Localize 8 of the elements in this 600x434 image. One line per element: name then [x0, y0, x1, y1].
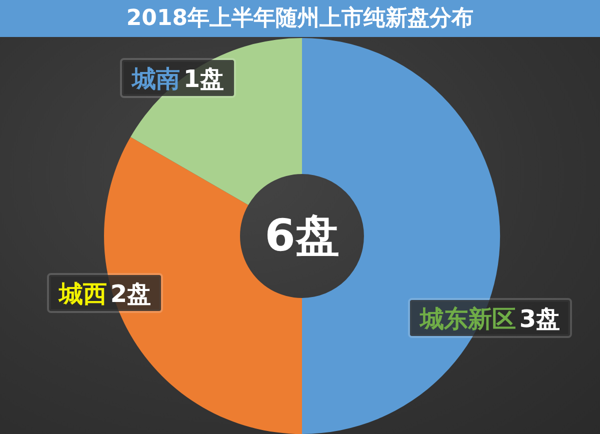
data-label: 3盘 [519, 305, 560, 333]
slice-label: 城东新区 [418, 305, 516, 333]
data-label: 1盘 [183, 65, 224, 93]
chart-title: 2018年上半年随州上市纯新盘分布 [0, 0, 600, 37]
data-label: 2盘 [110, 280, 152, 308]
text: 6盘 [264, 210, 340, 262]
slice-label: 城西 [58, 280, 107, 308]
slice-label: 城南 [130, 65, 180, 93]
